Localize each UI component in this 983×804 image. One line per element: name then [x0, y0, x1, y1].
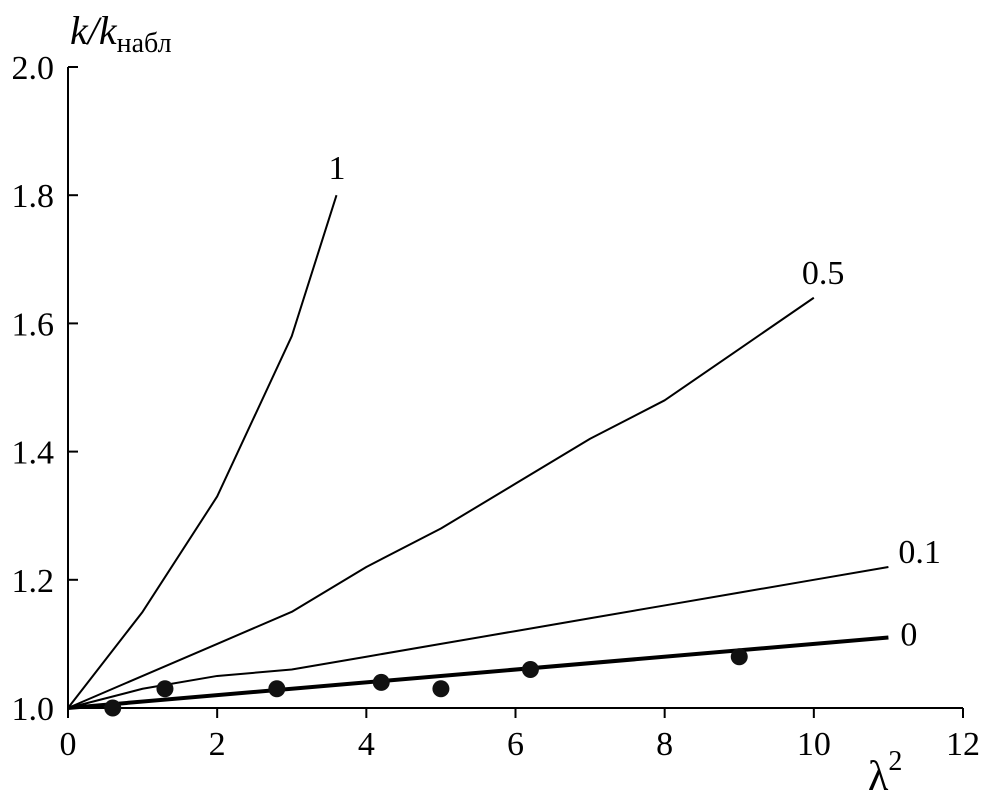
y-axis-title-subscript: набл — [117, 28, 172, 59]
x-axis-title-main: λ — [868, 754, 889, 800]
series-line-0 — [67, 635, 889, 710]
y-axis-title: k/kнабл — [70, 8, 172, 59]
x-tick-label: 10 — [797, 726, 831, 763]
x-tick-label: 8 — [656, 726, 673, 763]
series-label-0: 0 — [900, 616, 917, 653]
series-line-1 — [67, 194, 338, 709]
y-tick-label: 1.0 — [12, 691, 55, 728]
series-line-0.5 — [67, 296, 815, 709]
observed-points — [104, 648, 748, 717]
observed-point — [104, 699, 122, 717]
curves — [67, 194, 889, 710]
y-tick-label: 2.0 — [12, 50, 55, 87]
y-axis-title-main: k/k — [70, 8, 118, 53]
series-label-1: 1 — [329, 150, 346, 187]
observed-point — [268, 680, 286, 698]
series-label-0.5: 0.5 — [802, 255, 845, 292]
y-tick-label: 1.4 — [12, 435, 55, 472]
x-tick-label: 12 — [946, 726, 980, 763]
axes: 0 2 4 6 8 10 121.01.21.41.61.82.0 — [12, 50, 981, 763]
observed-point — [432, 680, 450, 698]
x-tick-label: 6 — [507, 726, 524, 763]
observed-point — [156, 680, 174, 698]
x-axis-title-superscript: 2 — [888, 746, 902, 777]
y-tick-label: 1.2 — [12, 563, 55, 600]
x-tick-label: 0 — [60, 726, 77, 763]
y-tick-label: 1.6 — [12, 306, 55, 343]
x-tick-label: 2 — [209, 726, 226, 763]
y-tick-label: 1.8 — [12, 178, 55, 215]
observed-point — [730, 648, 748, 666]
x-axis-title: λ2 — [868, 746, 902, 800]
observed-point — [521, 661, 539, 679]
series-label-0.1: 0.1 — [898, 534, 941, 571]
series-line-0.1 — [67, 565, 889, 709]
x-tick-label: 4 — [358, 726, 375, 763]
observed-point — [372, 673, 390, 691]
